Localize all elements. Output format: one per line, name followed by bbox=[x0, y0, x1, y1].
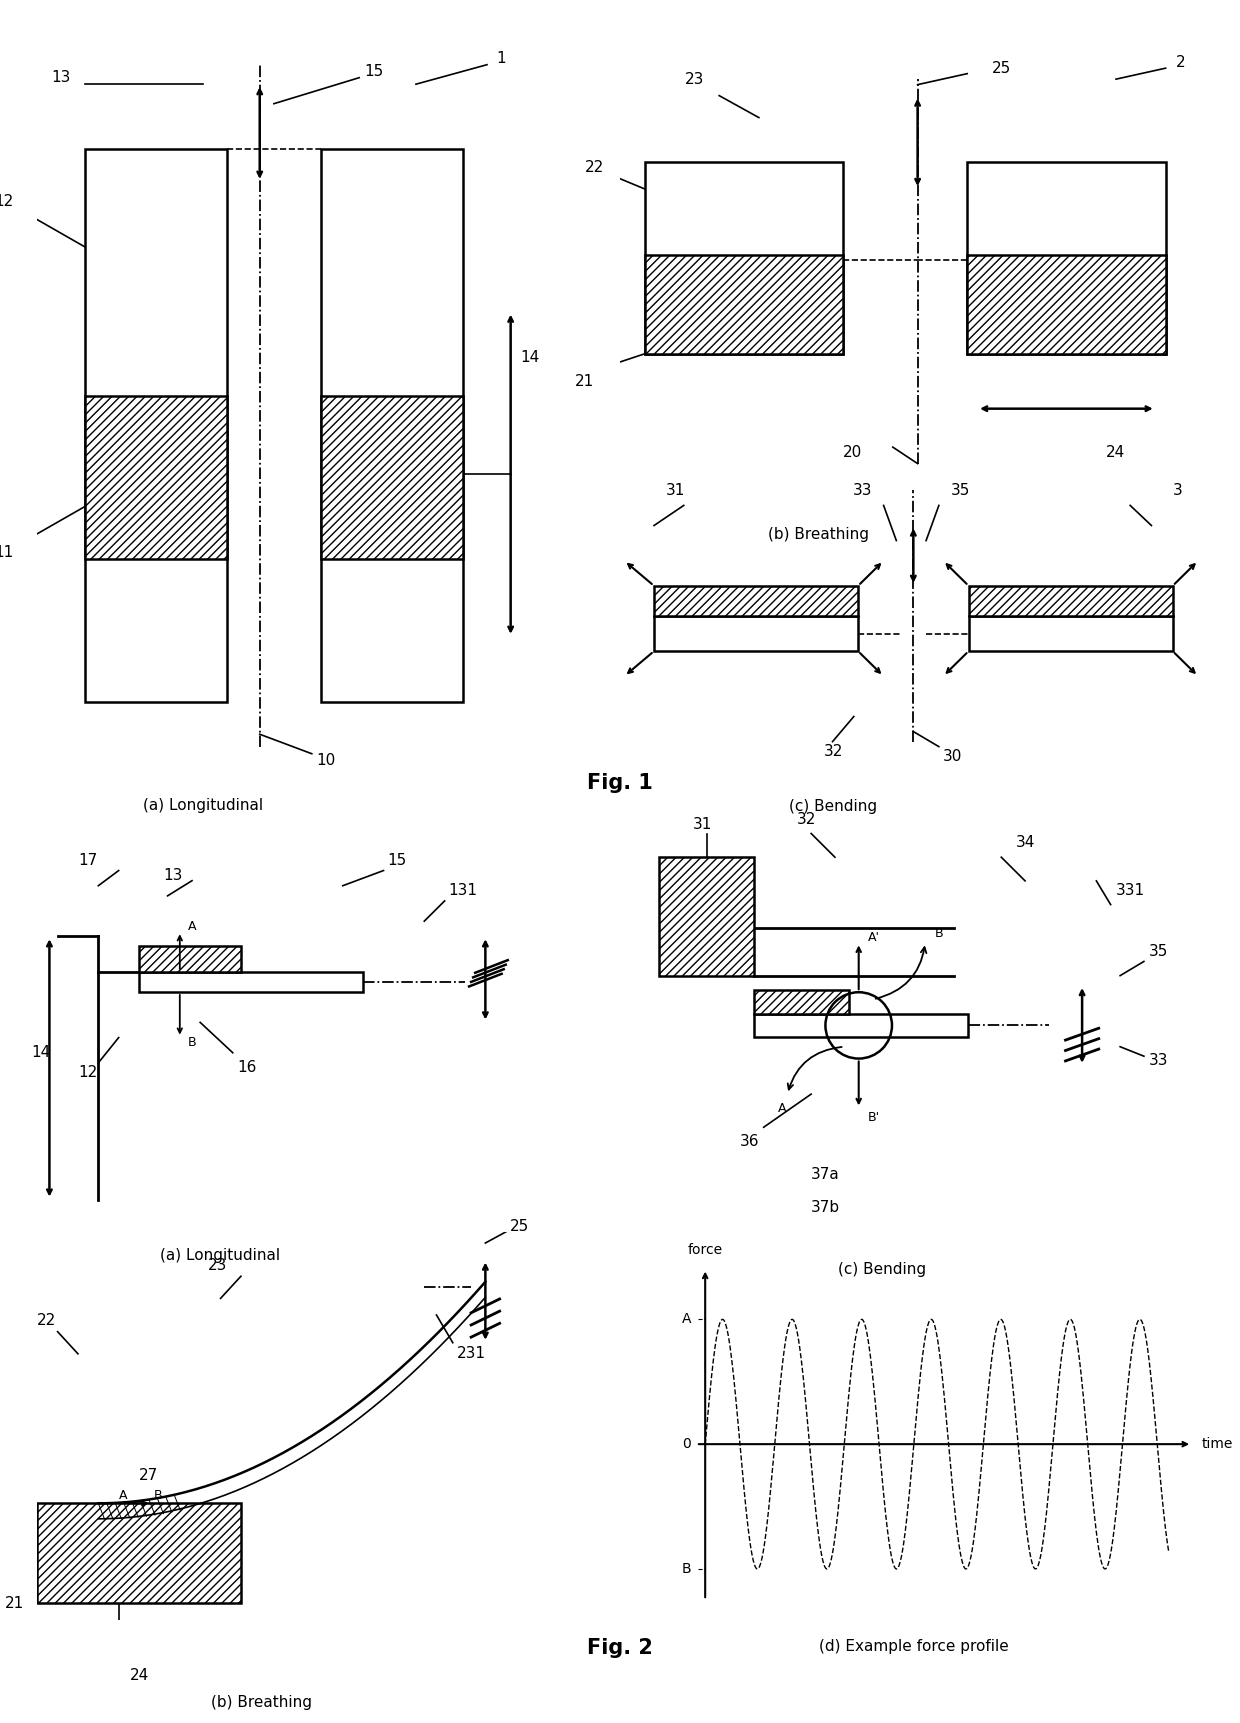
Text: 14: 14 bbox=[520, 350, 539, 365]
Text: 1: 1 bbox=[496, 50, 506, 65]
Text: 33: 33 bbox=[1148, 1053, 1168, 1068]
Text: B': B' bbox=[868, 1111, 880, 1125]
Text: 21: 21 bbox=[575, 374, 595, 389]
Bar bbox=[653, 586, 858, 615]
Text: Fig. 2: Fig. 2 bbox=[587, 1639, 653, 1658]
Text: 0: 0 bbox=[682, 1437, 691, 1451]
Text: 22: 22 bbox=[585, 160, 605, 174]
Text: (a) Longitudinal: (a) Longitudinal bbox=[160, 1247, 280, 1263]
Text: 20: 20 bbox=[843, 445, 863, 460]
Text: time: time bbox=[1202, 1437, 1233, 1451]
Text: 24: 24 bbox=[129, 1668, 149, 1682]
Text: A: A bbox=[119, 1489, 128, 1501]
Bar bbox=[645, 255, 843, 353]
Text: (a) Longitudinal: (a) Longitudinal bbox=[143, 798, 263, 813]
Text: 2: 2 bbox=[1176, 55, 1185, 71]
Text: 15: 15 bbox=[363, 64, 383, 79]
Text: 27: 27 bbox=[139, 1468, 159, 1484]
Text: 22: 22 bbox=[37, 1313, 57, 1328]
Text: (c) Bending: (c) Bending bbox=[838, 1261, 926, 1277]
Text: 37b: 37b bbox=[811, 1201, 841, 1215]
Bar bbox=[967, 162, 1166, 353]
Text: 35: 35 bbox=[950, 482, 970, 498]
Text: 35: 35 bbox=[1148, 944, 1168, 960]
Bar bbox=[84, 396, 227, 558]
Text: 33: 33 bbox=[853, 482, 872, 498]
Bar bbox=[321, 150, 464, 701]
Text: 24: 24 bbox=[1106, 445, 1126, 460]
Text: (b) Breathing: (b) Breathing bbox=[768, 527, 869, 543]
Bar bbox=[754, 1013, 968, 1037]
Text: force: force bbox=[688, 1242, 723, 1258]
Text: 25: 25 bbox=[992, 60, 1012, 76]
Text: 21: 21 bbox=[5, 1595, 24, 1611]
Text: 13: 13 bbox=[51, 71, 71, 84]
Bar bbox=[660, 856, 754, 975]
Text: B: B bbox=[188, 1036, 197, 1049]
Text: 13: 13 bbox=[164, 868, 182, 884]
Text: A: A bbox=[682, 1313, 691, 1327]
Text: 30: 30 bbox=[944, 750, 962, 765]
Text: A: A bbox=[777, 1101, 786, 1115]
Bar bbox=[139, 946, 241, 972]
Text: 12: 12 bbox=[78, 1065, 97, 1080]
Text: (b) Breathing: (b) Breathing bbox=[211, 1695, 311, 1711]
Text: 32: 32 bbox=[797, 812, 816, 827]
Bar bbox=[754, 989, 849, 1013]
Text: 23: 23 bbox=[208, 1258, 228, 1273]
Bar bbox=[968, 615, 1173, 651]
Text: 36: 36 bbox=[740, 1134, 759, 1149]
Text: 11: 11 bbox=[0, 544, 14, 560]
Text: 34: 34 bbox=[1016, 836, 1035, 851]
Bar bbox=[84, 150, 227, 701]
Text: 23: 23 bbox=[684, 72, 704, 86]
Bar bbox=[645, 162, 843, 353]
Text: 32: 32 bbox=[825, 744, 843, 760]
Bar bbox=[37, 1502, 241, 1602]
Bar bbox=[967, 255, 1166, 353]
Text: 37a: 37a bbox=[811, 1166, 839, 1182]
Text: A: A bbox=[188, 920, 196, 932]
Text: B: B bbox=[935, 927, 944, 939]
Text: Fig. 1: Fig. 1 bbox=[587, 774, 653, 793]
Text: 14: 14 bbox=[32, 1046, 51, 1060]
Bar bbox=[968, 586, 1173, 615]
Bar bbox=[139, 972, 363, 992]
Text: B: B bbox=[682, 1563, 691, 1577]
Text: 31: 31 bbox=[692, 817, 712, 832]
Text: B: B bbox=[154, 1489, 162, 1501]
Text: 31: 31 bbox=[666, 482, 684, 498]
Text: 331: 331 bbox=[1116, 882, 1145, 898]
Text: 12: 12 bbox=[0, 193, 14, 208]
Text: 16: 16 bbox=[237, 1060, 257, 1075]
Bar bbox=[653, 615, 858, 651]
Text: A': A' bbox=[868, 930, 880, 944]
Text: 131: 131 bbox=[449, 884, 477, 898]
Text: (d) Example force profile: (d) Example force profile bbox=[818, 1639, 1008, 1654]
Text: 10: 10 bbox=[316, 753, 336, 768]
Text: 17: 17 bbox=[78, 853, 97, 868]
Bar bbox=[321, 396, 464, 558]
Text: (c) Bending: (c) Bending bbox=[789, 799, 877, 815]
Text: 3: 3 bbox=[1173, 482, 1183, 498]
Text: 231: 231 bbox=[456, 1346, 486, 1361]
Text: 25: 25 bbox=[510, 1218, 529, 1234]
Text: 15: 15 bbox=[388, 853, 407, 868]
